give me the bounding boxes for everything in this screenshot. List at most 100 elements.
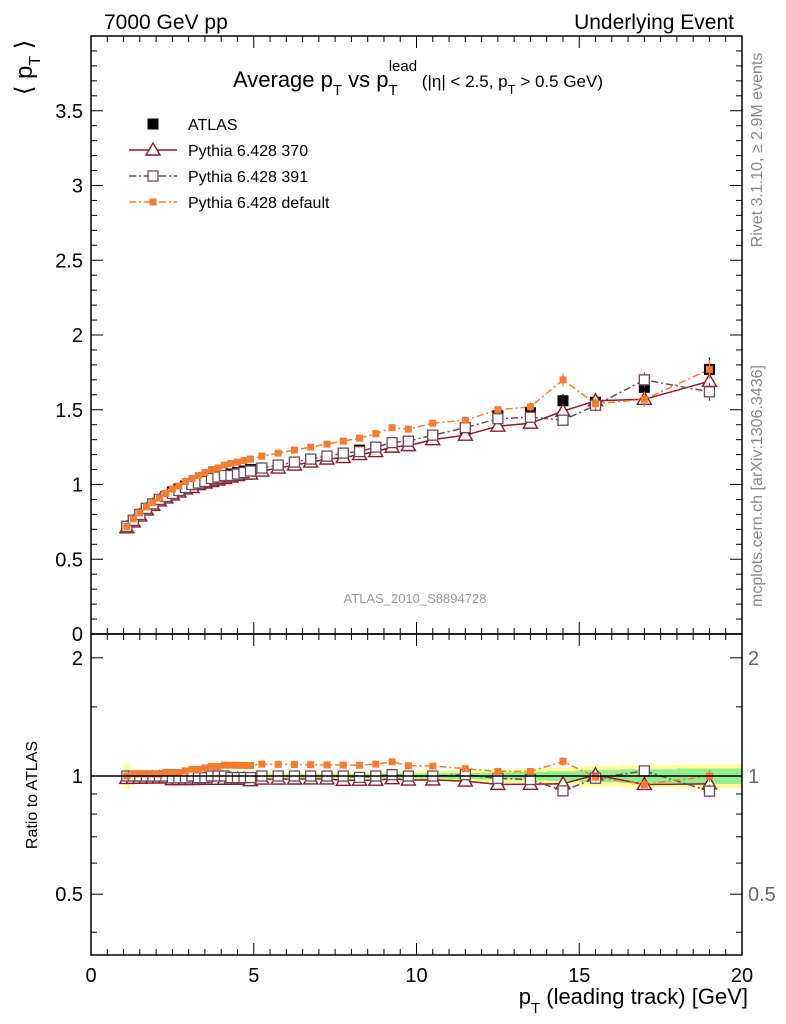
- main-y-tick-label: 1: [72, 475, 83, 497]
- ratio-point-3-32: [494, 767, 502, 775]
- point-3-27: [372, 430, 380, 438]
- header-right-label: Underlying Event: [574, 11, 734, 34]
- point-3-0: [123, 522, 131, 530]
- ratio-point-3-6: [162, 768, 170, 776]
- point-3-31: [461, 416, 469, 424]
- ratio-point-3-36: [640, 780, 648, 788]
- ratio-point-3-26: [356, 761, 364, 769]
- series-line-3: [126, 368, 710, 527]
- point-3-1: [129, 515, 137, 523]
- point-3-5: [155, 494, 163, 502]
- point-3-21: [274, 449, 282, 457]
- point-3-19: [246, 455, 254, 463]
- main-chart-title: Average pT vs pTlead (|η| < 2.5, pT > 0.…: [233, 58, 603, 99]
- point-3-3: [142, 503, 150, 511]
- point-3-12: [201, 469, 209, 477]
- mcplots-label: mcplots.cern.ch [arXiv:1306.3436]: [749, 365, 766, 607]
- ratio-point-3-19: [246, 761, 254, 769]
- point-2-20: [256, 462, 268, 474]
- main-y-tick-label: 3.5: [55, 101, 83, 123]
- ratio-point-3-13: [207, 762, 215, 770]
- ratio-point-2-36: [638, 765, 650, 777]
- point-3-9: [181, 478, 189, 486]
- point-3-22: [290, 446, 298, 454]
- ratio-point-3-24: [323, 761, 331, 769]
- legend-label-2: Pythia 6.428 391: [188, 169, 308, 186]
- ratio-point-3-23: [307, 761, 315, 769]
- point-3-4: [149, 498, 157, 506]
- ratio-point-3-25: [339, 761, 347, 769]
- point-3-25: [339, 437, 347, 445]
- ratio-point-3-22: [290, 761, 298, 769]
- point-2-22: [288, 456, 301, 468]
- ratio-point-2-19: [244, 771, 257, 784]
- point-3-7: [168, 485, 176, 493]
- point-2-21: [272, 459, 284, 471]
- point-2-33: [524, 411, 537, 423]
- ratio-point-3-16: [227, 761, 235, 769]
- ratio-point-2-37: [703, 785, 716, 797]
- point-3-11: [194, 472, 202, 480]
- ratio-series-markers: [118, 756, 718, 798]
- ratio-point-3-5: [155, 770, 163, 778]
- ratio-point-3-12: [201, 764, 209, 772]
- point-2-29: [402, 435, 415, 447]
- point-3-13: [207, 466, 215, 474]
- point-3-37: [705, 365, 713, 373]
- ratio-point-3-11: [194, 765, 202, 773]
- main-series-lines: [126, 368, 710, 529]
- x-tick-label: 0: [85, 965, 96, 987]
- x-tick-label: 20: [731, 965, 753, 987]
- legend-label-0: ATLAS: [188, 117, 238, 134]
- point-2-25: [337, 447, 349, 459]
- analysis-watermark: ATLAS_2010_S8894728: [344, 591, 487, 606]
- point-3-16: [227, 460, 235, 468]
- ratio-point-3-10: [188, 765, 196, 773]
- point-3-34: [559, 376, 567, 384]
- ratio-point-3-9: [181, 767, 189, 775]
- ratio-point-3-28: [388, 758, 396, 766]
- point-2-36: [638, 374, 650, 386]
- ratio-point-3-20: [258, 760, 266, 768]
- point-1-31: [457, 426, 474, 441]
- ratio-point-2-26: [353, 771, 366, 784]
- point-2-34: [557, 414, 569, 426]
- main-y-axis-label: ⟨ pT ⟩: [11, 40, 44, 95]
- ratio-point-3-30: [429, 762, 437, 770]
- point-2-32: [492, 413, 504, 425]
- ratio-y-axis-label: Ratio to ATLAS: [24, 741, 41, 849]
- legend-marker-0: [147, 118, 159, 130]
- point-3-10: [188, 475, 196, 483]
- point-2-26: [353, 445, 366, 458]
- main-y-tick-label: 2: [72, 325, 83, 347]
- x-tick-label: 10: [405, 965, 427, 987]
- point-3-32: [494, 406, 502, 414]
- main-series-markers: [118, 357, 718, 534]
- ratio-panel-frame: [90, 633, 743, 956]
- ratio-point-3-31: [461, 765, 469, 773]
- legend: ATLAS Pythia 6.428 370 Pythia 6.428 391 Pyt…: [129, 117, 330, 212]
- ratio-point-3-33: [526, 767, 534, 775]
- ratio-point-2-34: [557, 785, 569, 797]
- legend-label-1: Pythia 6.428 370: [188, 143, 308, 160]
- point-3-36: [640, 395, 648, 403]
- ratio-point-3-17: [233, 761, 241, 769]
- x-tick-label: 5: [248, 965, 259, 987]
- main-y-tick-label: 2.5: [55, 250, 83, 272]
- series-line-1: [126, 380, 710, 529]
- point-3-23: [307, 443, 315, 451]
- tick-labels: 00.511.522.533.50.5 0.51 12 20 5 10 15 20: [55, 101, 776, 987]
- point-2-31: [459, 422, 471, 434]
- ratio-point-3-35: [592, 773, 600, 781]
- ratio-point-3-7: [168, 768, 176, 776]
- point-2-37: [703, 386, 716, 398]
- point-3-30: [429, 419, 437, 427]
- x-tick-label: 15: [568, 965, 590, 987]
- point-3-29: [404, 425, 412, 433]
- point-3-15: [220, 461, 228, 469]
- ratio-point-2-28: [386, 769, 398, 781]
- main-y-tick-label: 1.5: [55, 400, 83, 422]
- ratio-right-tick-label: 0.5: [748, 884, 776, 906]
- main-y-tick-label: 0: [72, 624, 83, 646]
- point-3-20: [258, 452, 266, 460]
